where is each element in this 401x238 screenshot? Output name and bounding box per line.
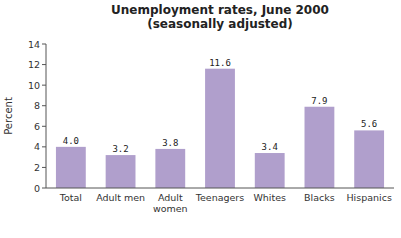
x-tick-label: Teenagers	[195, 192, 245, 203]
data-label: 4.0	[63, 136, 79, 146]
bar	[56, 147, 86, 188]
text-line: Teenagers	[195, 192, 245, 203]
x-tick-label: Adultwomen	[153, 192, 188, 214]
text-line: (seasonally adjusted)	[147, 17, 293, 31]
data-label: 3.4	[262, 142, 278, 152]
y-tick	[42, 44, 46, 45]
data-label: 5.6	[361, 119, 377, 129]
y-axis-line	[46, 44, 47, 188]
y-tick	[42, 126, 46, 127]
bar	[155, 149, 185, 188]
text-line: Adult men	[96, 192, 145, 203]
y-tick-label: 4	[34, 141, 40, 152]
chart-container: Unemployment rates, June 2000(seasonally…	[0, 0, 401, 238]
text-line: Unemployment rates, June 2000	[111, 3, 329, 17]
bar	[255, 153, 285, 188]
y-tick	[42, 64, 46, 65]
x-tick-label: Adult men	[96, 192, 145, 203]
chart-svg: Unemployment rates, June 2000(seasonally…	[0, 0, 401, 238]
data-label: 11.6	[209, 58, 231, 68]
y-tick-label: 14	[28, 39, 40, 50]
x-tick-label: Total	[59, 192, 82, 203]
bar	[354, 130, 384, 188]
bar	[305, 107, 335, 188]
x-tick-label: Whites	[253, 192, 286, 203]
y-tick-label: 10	[28, 80, 40, 91]
y-axis-label: Percent	[3, 97, 14, 135]
title: Unemployment rates, June 2000(seasonally…	[111, 3, 329, 31]
y-tick	[42, 167, 46, 168]
x-tick-label: Blacks	[304, 192, 335, 203]
data-label: 3.8	[162, 138, 178, 148]
y-tick	[42, 188, 46, 189]
text-line: Adult	[158, 192, 183, 203]
data-label: 3.2	[112, 144, 128, 154]
bar	[106, 155, 136, 188]
x-axis-line	[46, 188, 394, 189]
data-label: 7.9	[311, 96, 327, 106]
text-line: women	[153, 203, 188, 214]
bar	[205, 69, 235, 188]
y-tick-label: 12	[28, 59, 40, 70]
text-line: Blacks	[304, 192, 335, 203]
x-tick-label: Hispanics	[346, 192, 391, 203]
y-tick-label: 6	[34, 121, 40, 132]
y-tick	[42, 105, 46, 106]
bars	[56, 69, 384, 188]
text-line: Total	[59, 192, 82, 203]
y-tick	[42, 85, 46, 86]
text-line: Hispanics	[346, 192, 391, 203]
y-tick	[42, 146, 46, 147]
y-tick-label: 0	[34, 183, 40, 194]
text-line: Whites	[253, 192, 286, 203]
y-tick-label: 8	[34, 100, 40, 111]
y-tick-label: 2	[34, 162, 40, 173]
